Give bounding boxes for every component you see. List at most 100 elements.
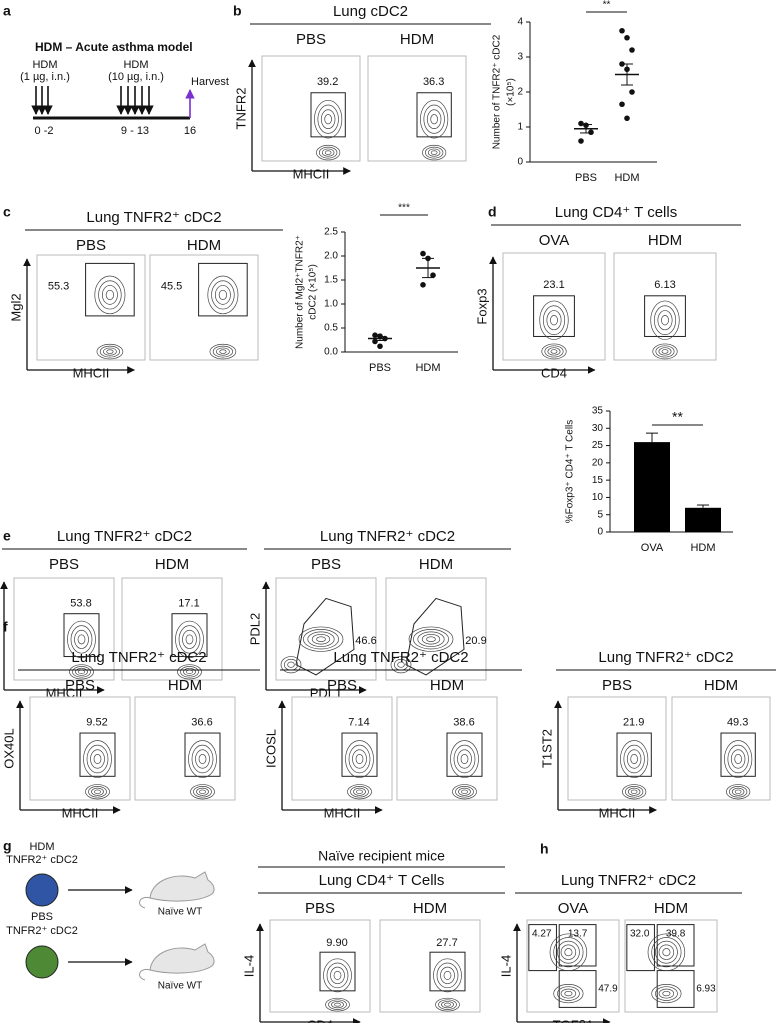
column-label: OVA: [539, 232, 570, 249]
gate-value: 47.9: [598, 984, 618, 995]
contour: [451, 740, 479, 777]
donor-label: PBS: [31, 911, 53, 923]
dose-label: (10 µg, i.n.): [108, 71, 164, 83]
y-tick-label: 30: [592, 423, 604, 434]
gate-value: 21.9: [623, 717, 644, 729]
flow-plot: [37, 255, 145, 360]
column-label: HDM: [419, 556, 453, 573]
contour: [212, 281, 235, 309]
x-axis-label: MHCII: [73, 365, 110, 380]
contour: [453, 785, 477, 799]
contour: [316, 145, 340, 160]
x-axis-label: MHCII: [62, 805, 99, 820]
day-label: 16: [184, 125, 196, 137]
column-label: HDM: [155, 556, 189, 573]
panel-label: c: [3, 204, 11, 220]
contour: [354, 788, 366, 795]
y-tick-label: 20: [592, 457, 604, 468]
gate-value: 4.27: [532, 928, 552, 939]
gate: [199, 263, 248, 316]
contour: [95, 790, 101, 794]
contour: [219, 290, 227, 299]
contour: [199, 754, 206, 763]
column-label: HDM: [654, 900, 688, 917]
dose-label: HDM: [32, 59, 57, 71]
contour: [622, 785, 646, 799]
contour: [103, 348, 116, 355]
column-label: PBS: [49, 556, 79, 573]
column-label: HDM: [168, 677, 202, 694]
y-tick-label: 35: [592, 406, 604, 417]
point: [377, 343, 383, 349]
x-axis-label: CD4: [307, 1017, 333, 1023]
contour: [659, 348, 671, 355]
column-label: PBS: [602, 677, 632, 694]
group-title: Lung TNFR2⁺ cDC2: [598, 649, 733, 666]
y-axis-label: PDL2: [247, 613, 262, 646]
group-title: Lung TNFR2⁺ cDC2: [320, 528, 455, 545]
y-axis-label: T1ST2: [539, 729, 554, 768]
contour: [654, 306, 675, 335]
contour: [557, 941, 579, 963]
contour: [732, 788, 744, 795]
contour: [434, 959, 462, 992]
contour: [196, 750, 210, 769]
contour: [554, 937, 583, 966]
gate-value: 7.14: [348, 717, 369, 729]
column-label: PBS: [311, 556, 341, 573]
contour: [651, 301, 680, 340]
contour: [543, 306, 564, 335]
contour: [554, 984, 583, 1002]
column-label: HDM: [400, 31, 434, 48]
recipient-label: Naïve WT: [158, 981, 202, 992]
point: [629, 89, 635, 95]
column-label: PBS: [305, 900, 335, 917]
contour: [220, 350, 226, 354]
panel-label: b: [233, 3, 242, 19]
gate-value: 17.1: [178, 597, 199, 609]
contour: [662, 350, 668, 354]
contour: [317, 637, 326, 642]
contour: [86, 785, 110, 799]
point: [619, 28, 625, 34]
contour: [427, 110, 441, 129]
gate-value: 13.7: [568, 928, 588, 939]
group-title: Lung CD4⁺ T Cells: [319, 872, 445, 889]
contour: [197, 788, 209, 795]
contour: [312, 634, 330, 644]
contour: [620, 740, 647, 777]
flow-plot: [150, 255, 258, 360]
point: [578, 121, 584, 127]
contour: [631, 790, 637, 794]
contour: [431, 114, 438, 123]
y-axis-label: ICOSL: [263, 729, 278, 768]
group-title: Lung TNFR2⁺ cDC2: [86, 209, 221, 226]
y-axis-label: Number of Mgl2⁺TNFR2⁺: [295, 235, 306, 349]
point: [619, 101, 625, 107]
contour: [462, 790, 468, 794]
donor-label: HDM: [29, 841, 54, 853]
contour: [409, 627, 453, 651]
contour: [628, 788, 640, 795]
x-tick-label: PBS: [369, 362, 391, 374]
y-tick-label: 5: [597, 509, 603, 520]
contour: [458, 750, 472, 769]
x-axis-label: MHCII: [293, 166, 330, 181]
gate-value: 20.9: [465, 635, 486, 647]
contour: [99, 281, 122, 309]
group-title: Lung TNFR2⁺ cDC2: [561, 872, 696, 889]
x-axis-label: MHCII: [324, 805, 361, 820]
contour: [335, 1003, 341, 1006]
group-title: Lung TNFR2⁺ cDC2: [333, 649, 468, 666]
y-tick-label: 3: [517, 52, 523, 63]
contour: [431, 151, 437, 155]
contour: [655, 941, 677, 963]
column-label: HDM: [704, 677, 738, 694]
gate: [86, 263, 135, 316]
contour: [299, 627, 343, 651]
y-axis-label: Mgl2: [8, 293, 23, 321]
donor-label: TNFR2⁺ cDC2: [6, 854, 78, 866]
y-axis-label: TNFR2: [233, 88, 248, 130]
contour: [540, 301, 569, 340]
